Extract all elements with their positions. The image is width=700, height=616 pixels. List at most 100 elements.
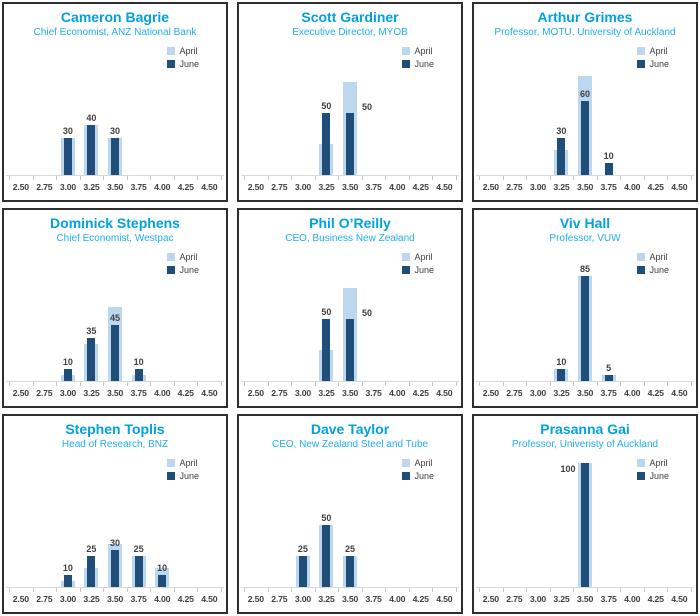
chart-plot: 30 60 10 (476, 50, 694, 180)
axis-tick (361, 588, 363, 592)
legend-label-april: April (179, 457, 198, 468)
chart-plot: 25 50 25 (241, 462, 459, 592)
chart-legend: April June (402, 456, 434, 482)
legend-swatch-june (402, 265, 411, 274)
x-tick-label: 3.50 (106, 182, 124, 192)
x-tick-label: 4.00 (624, 594, 641, 604)
x-tick-label: 3.00 (294, 594, 311, 604)
x-axis-labels: 2.50 2.75 3.00 3.25 3.50 3.75 4.00 4.25 4.50 (244, 182, 456, 192)
x-tick-label: 2.75 (271, 182, 288, 192)
x-tick-label: 2.75 (36, 182, 53, 192)
legend-swatch-april (167, 46, 176, 55)
axis-tick (643, 588, 645, 592)
x-tick-label: 2.50 (12, 388, 29, 398)
legend-label-june: June (414, 264, 434, 275)
x-tick-label: 3.50 (576, 594, 594, 604)
legend-swatch-april (637, 458, 646, 467)
axis-tick (79, 382, 81, 386)
x-tick-label: 3.50 (341, 594, 359, 604)
axis-tick (173, 588, 175, 592)
bar-june (346, 113, 354, 175)
x-tick-label: 3.75 (130, 594, 147, 604)
axis-tick (244, 588, 245, 592)
chart-area: April June 50 50 2.50 2.75 3.00 3.25 3.50 3.75 4.0… (241, 39, 459, 200)
axis-tick (56, 382, 58, 386)
axis-tick (526, 588, 528, 592)
bar-value-label: 60 (579, 88, 591, 99)
bar-value-label: 10 (62, 356, 73, 367)
legend-item-june: June (167, 469, 199, 482)
x-tick-label: 2.50 (247, 594, 264, 604)
axis-tick (150, 382, 152, 386)
x-tick-label: 4.00 (389, 182, 406, 192)
bar-value-label: 45 (109, 313, 121, 324)
axis-tick (456, 588, 457, 592)
bar-june (581, 275, 589, 381)
x-tick-label: 3.50 (341, 388, 359, 398)
legend-label-june: June (649, 470, 669, 481)
bar-value-label: 10 (556, 356, 567, 367)
legend-item-june: June (167, 263, 199, 276)
axis-tick (173, 176, 175, 180)
chart-role: Chief Economist, Westpac (56, 233, 174, 244)
x-axis-labels: 2.50 2.75 3.00 3.25 3.50 3.75 4.00 4.25 4.50 (479, 388, 691, 398)
axis-tick (221, 176, 222, 180)
chart-role: Professor, MOTU, University of Auckland (494, 27, 676, 38)
bar-value-label: 30 (556, 125, 567, 136)
x-tick-label: 4.00 (624, 182, 641, 192)
x-axis-labels: 2.50 2.75 3.00 3.25 3.50 3.75 4.00 4.25 4.50 (9, 594, 221, 604)
x-tick-label: 4.25 (412, 182, 429, 192)
x-tick-label: 2.50 (247, 388, 264, 398)
legend-label-april: April (179, 45, 198, 56)
bar-value-label: 25 (344, 544, 356, 554)
x-tick-label: 4.50 (436, 182, 453, 192)
legend-item-april: April (167, 456, 199, 469)
x-tick-label: 3.00 (59, 388, 76, 398)
chart-legend: April June (637, 456, 669, 482)
axis-tick (32, 176, 34, 180)
x-tick-label: 3.75 (600, 182, 617, 192)
bar-value-label: 10 (157, 562, 168, 573)
x-tick-label: 3.75 (600, 594, 617, 604)
axis-tick (150, 588, 152, 592)
chart-plot: 50 50 (241, 256, 459, 386)
x-tick-label: 4.00 (154, 594, 171, 604)
bar-value-label: 30 (109, 537, 121, 548)
x-tick-label: 4.25 (647, 594, 664, 604)
x-tick-label: 3.25 (553, 182, 570, 192)
x-tick-label: 4.25 (177, 594, 194, 604)
axis-tick (385, 176, 387, 180)
x-tick-label: 3.50 (106, 594, 124, 604)
axis-tick (9, 176, 10, 180)
legend-swatch-june (637, 265, 646, 274)
x-axis-labels: 2.50 2.75 3.00 3.25 3.50 3.75 4.00 4.25 4.50 (479, 594, 691, 604)
bar-june (87, 125, 96, 175)
chart-role: Professor, VUW (549, 233, 621, 244)
bar-value-label: 50 (361, 308, 373, 318)
legend-swatch-june (402, 59, 411, 68)
legend-label-june: June (649, 58, 669, 69)
axis-tick (596, 588, 598, 592)
axis-tick (126, 588, 128, 592)
legend-label-april: April (649, 45, 668, 56)
axis-tick (221, 588, 222, 592)
x-tick-label: 3.75 (365, 388, 382, 398)
x-tick-label: 4.25 (647, 388, 664, 398)
x-tick-label: 4.00 (389, 388, 406, 398)
x-tick-label: 3.00 (529, 182, 546, 192)
axis-tick (314, 176, 316, 180)
x-tick-label: 2.75 (36, 388, 53, 398)
chart-area: April June 10 35 45 10 2.50 2.75 3.00 3.25 3.50 3.7… (6, 245, 224, 406)
bar-june (87, 337, 96, 381)
axis-tick (79, 176, 81, 180)
axis-tick (573, 176, 575, 180)
bar-june (604, 374, 613, 381)
legend-label-june: June (649, 264, 669, 275)
x-tick-label: 3.00 (294, 388, 311, 398)
legend-label-april: April (179, 251, 198, 262)
legend-label-april: April (649, 251, 668, 262)
axis-tick (408, 588, 410, 592)
axis-tick (502, 382, 504, 386)
legend-item-june: June (402, 57, 434, 70)
bar-june (63, 368, 72, 381)
